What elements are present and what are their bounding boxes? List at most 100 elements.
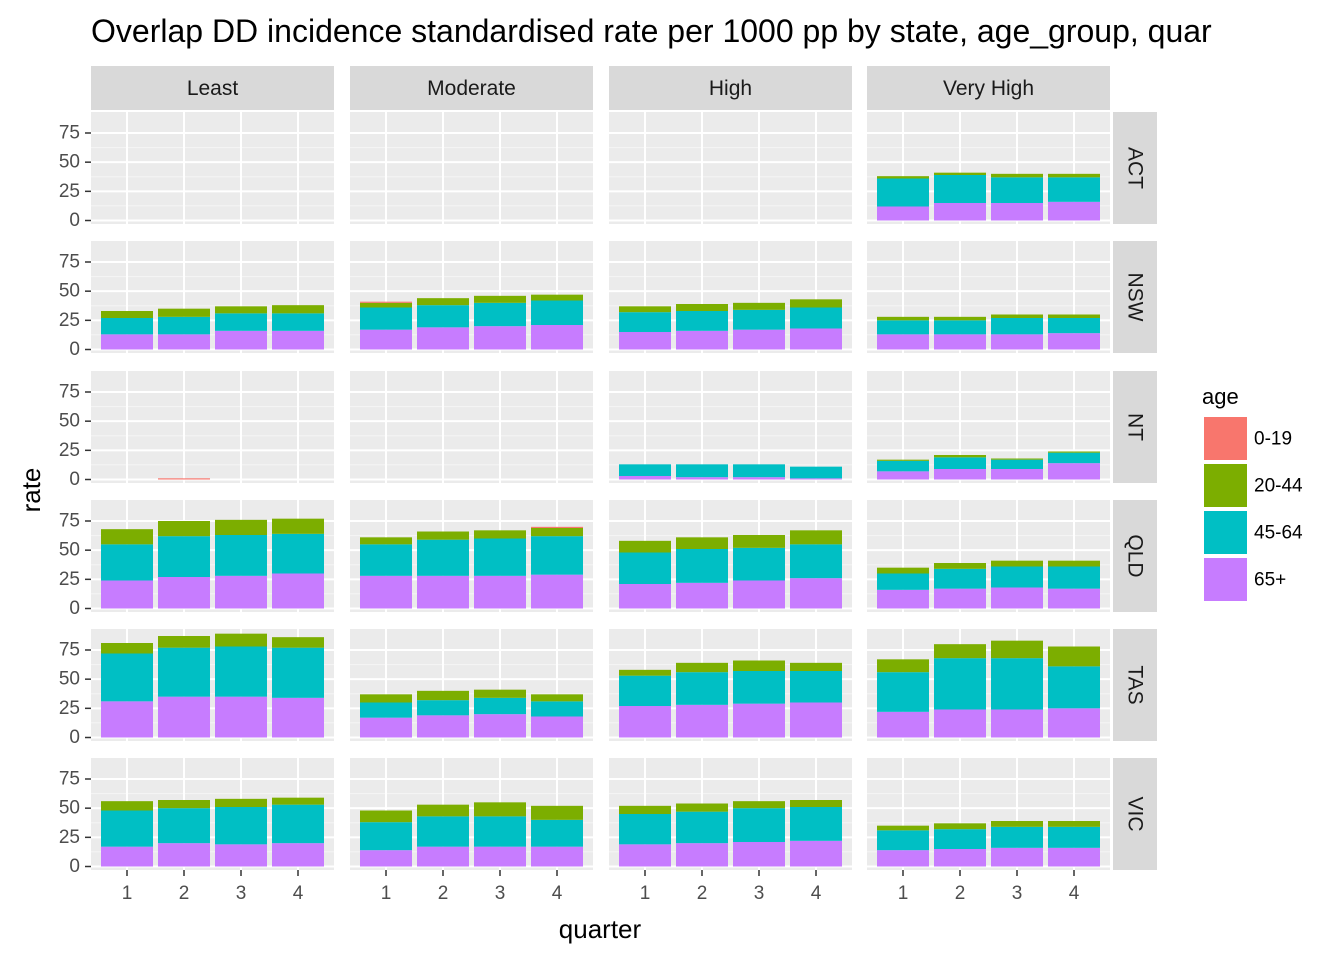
bar-segment-qld-least-q2-65 xyxy=(158,577,210,609)
bar-segment-nt-high-q2-45-64 xyxy=(676,464,728,478)
bar-segment-vic-very-high-q4-45-64 xyxy=(1048,826,1100,848)
bar-segment-nt-high-q1-45-64 xyxy=(619,464,671,476)
bar-segment-nsw-moderate-q4-45-64 xyxy=(531,300,583,325)
bar-segment-vic-moderate-q3-45-64 xyxy=(474,816,526,847)
bar-segment-tas-moderate-q1-45-64 xyxy=(360,702,412,718)
facet-label-moderate: Moderate xyxy=(427,77,516,100)
bar-segment-nt-very-high-q4-45-64 xyxy=(1048,452,1100,464)
y-tick-label: 75 xyxy=(59,382,80,403)
legend: age 0-19 20-44 45-64 65+ xyxy=(1202,384,1303,601)
bar-segment-nsw-moderate-q3-45-64 xyxy=(474,302,526,327)
x-tick-label: 3 xyxy=(236,883,247,904)
bar-segment-vic-least-q1-45-64 xyxy=(101,810,153,847)
bar-segment-tas-high-q2-65 xyxy=(676,704,728,738)
bar-segment-tas-high-q4-20-44 xyxy=(790,662,842,671)
bar-segment-nt-very-high-q2-45-64 xyxy=(934,457,986,469)
bar-segment-act-very-high-q1-20-44 xyxy=(877,176,929,179)
bar-segment-vic-least-q3-45-64 xyxy=(215,807,267,845)
bar-segment-tas-high-q2-20-44 xyxy=(676,662,728,673)
legend-swatch-0-19 xyxy=(1204,417,1247,460)
bar-segment-tas-least-q2-45-64 xyxy=(158,647,210,697)
bar-segment-nt-high-q2-65 xyxy=(676,477,728,480)
bar-segment-qld-moderate-q4-20-44 xyxy=(531,528,583,537)
facet-label-least: Least xyxy=(187,77,239,100)
y-tick-label: 50 xyxy=(59,669,80,690)
bar-segment-tas-least-q2-20-44 xyxy=(158,636,210,648)
y-tick-label: 50 xyxy=(59,540,80,561)
bar-segment-qld-high-q3-65 xyxy=(733,580,785,609)
x-tick-label: 3 xyxy=(495,883,506,904)
bar-segment-nt-very-high-q3-20-44 xyxy=(991,458,1043,460)
bar-segment-act-very-high-q1-45-64 xyxy=(877,178,929,207)
y-tick-label: 50 xyxy=(59,281,80,302)
bar-segment-tas-moderate-q2-20-44 xyxy=(417,690,469,701)
bar-segment-tas-moderate-q1-65 xyxy=(360,717,412,738)
facet-label-act: ACT xyxy=(1124,147,1147,189)
bar-segment-nt-least-q2-0-19 xyxy=(158,478,210,480)
bar-segment-qld-least-q4-45-64 xyxy=(272,533,324,574)
bar-segment-qld-moderate-q1-45-64 xyxy=(360,544,412,576)
y-tick-label: 75 xyxy=(59,640,80,661)
bar-segment-nsw-moderate-q3-65 xyxy=(474,326,526,350)
bar-segment-tas-moderate-q3-65 xyxy=(474,714,526,738)
bar-segment-qld-least-q1-65 xyxy=(101,580,153,609)
bar-segment-vic-least-q4-20-44 xyxy=(272,797,324,805)
bar-segment-qld-very-high-q1-20-44 xyxy=(877,567,929,574)
bar-segment-nt-very-high-q2-65 xyxy=(934,469,986,480)
bar-segment-vic-moderate-q4-65 xyxy=(531,846,583,867)
bar-segment-vic-high-q1-65 xyxy=(619,844,671,867)
bar-segment-vic-high-q2-45-64 xyxy=(676,811,728,844)
bar-segment-act-very-high-q1-65 xyxy=(877,206,929,221)
bar-segment-nsw-least-q4-45-64 xyxy=(272,313,324,331)
bar-segment-qld-high-q4-20-44 xyxy=(790,530,842,545)
x-axis-label: quarter xyxy=(559,914,642,944)
bar-segment-vic-very-high-q4-20-44 xyxy=(1048,821,1100,827)
bar-segment-tas-high-q3-65 xyxy=(733,703,785,738)
x-tick-label: 2 xyxy=(438,883,449,904)
bar-segment-vic-moderate-q1-45-64 xyxy=(360,822,412,851)
facet-strip-very-high xyxy=(867,66,1110,110)
bar-segment-nsw-moderate-q1-0-19 xyxy=(360,301,412,303)
bar-segment-nsw-high-q4-20-44 xyxy=(790,299,842,308)
bar-segment-vic-very-high-q2-45-64 xyxy=(934,829,986,849)
bar-segment-nsw-very-high-q3-45-64 xyxy=(991,318,1043,335)
bar-segment-qld-moderate-q1-65 xyxy=(360,575,412,609)
y-tick-label: 0 xyxy=(69,339,80,360)
y-tick-label: 0 xyxy=(69,210,80,231)
y-tick-label: 25 xyxy=(59,698,80,719)
bar-segment-nsw-least-q4-65 xyxy=(272,330,324,350)
y-tick-label: 25 xyxy=(59,827,80,848)
bar-segment-nsw-high-q3-45-64 xyxy=(733,309,785,330)
bar-segment-tas-very-high-q2-45-64 xyxy=(934,658,986,710)
bar-segment-tas-high-q3-20-44 xyxy=(733,660,785,671)
bar-segment-nsw-high-q4-65 xyxy=(790,328,842,350)
facet-strip-vic xyxy=(1113,758,1157,870)
y-tick-label: 25 xyxy=(59,569,80,590)
bar-segment-qld-least-q1-45-64 xyxy=(101,544,153,581)
bar-segment-vic-least-q3-65 xyxy=(215,844,267,867)
bar-segment-vic-high-q3-45-64 xyxy=(733,808,785,842)
bar-segment-nt-very-high-q4-20-44 xyxy=(1048,451,1100,453)
bar-segment-nsw-very-high-q4-65 xyxy=(1048,333,1100,350)
bar-segment-vic-high-q1-20-44 xyxy=(619,805,671,814)
bar-segment-vic-least-q1-65 xyxy=(101,846,153,867)
facet-label-high: High xyxy=(709,77,752,100)
bar-segment-qld-least-q3-65 xyxy=(215,575,267,609)
bar-segment-nsw-high-q1-65 xyxy=(619,332,671,350)
bar-segment-tas-high-q1-45-64 xyxy=(619,675,671,706)
bar-segment-act-very-high-q2-20-44 xyxy=(934,172,986,175)
legend-label-45-64: 45-64 xyxy=(1254,523,1303,544)
bar-segment-tas-high-q1-65 xyxy=(619,706,671,738)
bar-segment-nsw-moderate-q2-20-44 xyxy=(417,298,469,306)
bar-segment-nsw-high-q3-65 xyxy=(733,329,785,350)
bar-segment-nsw-very-high-q2-45-64 xyxy=(934,320,986,335)
bar-segment-qld-least-q2-45-64 xyxy=(158,536,210,577)
panel-background xyxy=(609,112,852,224)
bar-segment-qld-high-q1-20-44 xyxy=(619,540,671,553)
bar-segment-vic-moderate-q3-20-44 xyxy=(474,802,526,817)
bar-segment-act-very-high-q4-20-44 xyxy=(1048,173,1100,178)
bar-segment-qld-high-q2-65 xyxy=(676,582,728,609)
bar-segment-vic-very-high-q3-65 xyxy=(991,847,1043,867)
bar-segment-tas-least-q4-65 xyxy=(272,697,324,738)
bar-segment-vic-moderate-q2-65 xyxy=(417,846,469,867)
